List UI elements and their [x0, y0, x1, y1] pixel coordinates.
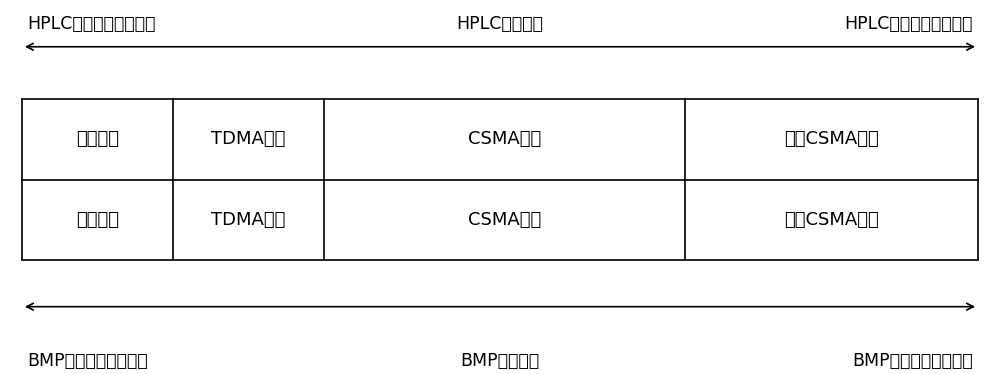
Text: 信标时隙: 信标时隙	[76, 130, 119, 148]
Text: HPLC信标周期结束时间: HPLC信标周期结束时间	[845, 15, 973, 33]
Text: CSMA时隙: CSMA时隙	[468, 130, 541, 148]
Text: 绑定CSMA时隙: 绑定CSMA时隙	[784, 211, 879, 229]
Text: 信标时隙: 信标时隙	[76, 211, 119, 229]
Text: BMP信标周期: BMP信标周期	[460, 352, 540, 370]
Text: TDMA时隙: TDMA时隙	[211, 130, 286, 148]
Text: BMP信标周期结束时间: BMP信标周期结束时间	[852, 352, 973, 370]
Text: BMP信标周期起始时间: BMP信标周期起始时间	[27, 352, 148, 370]
Text: HPLC信标周期起始时间: HPLC信标周期起始时间	[27, 15, 155, 33]
Text: TDMA时隙: TDMA时隙	[211, 211, 286, 229]
Text: 绑定CSMA时隙: 绑定CSMA时隙	[784, 130, 879, 148]
Text: HPLC信标周期: HPLC信标周期	[457, 15, 543, 33]
Text: CSMA时隙: CSMA时隙	[468, 211, 541, 229]
